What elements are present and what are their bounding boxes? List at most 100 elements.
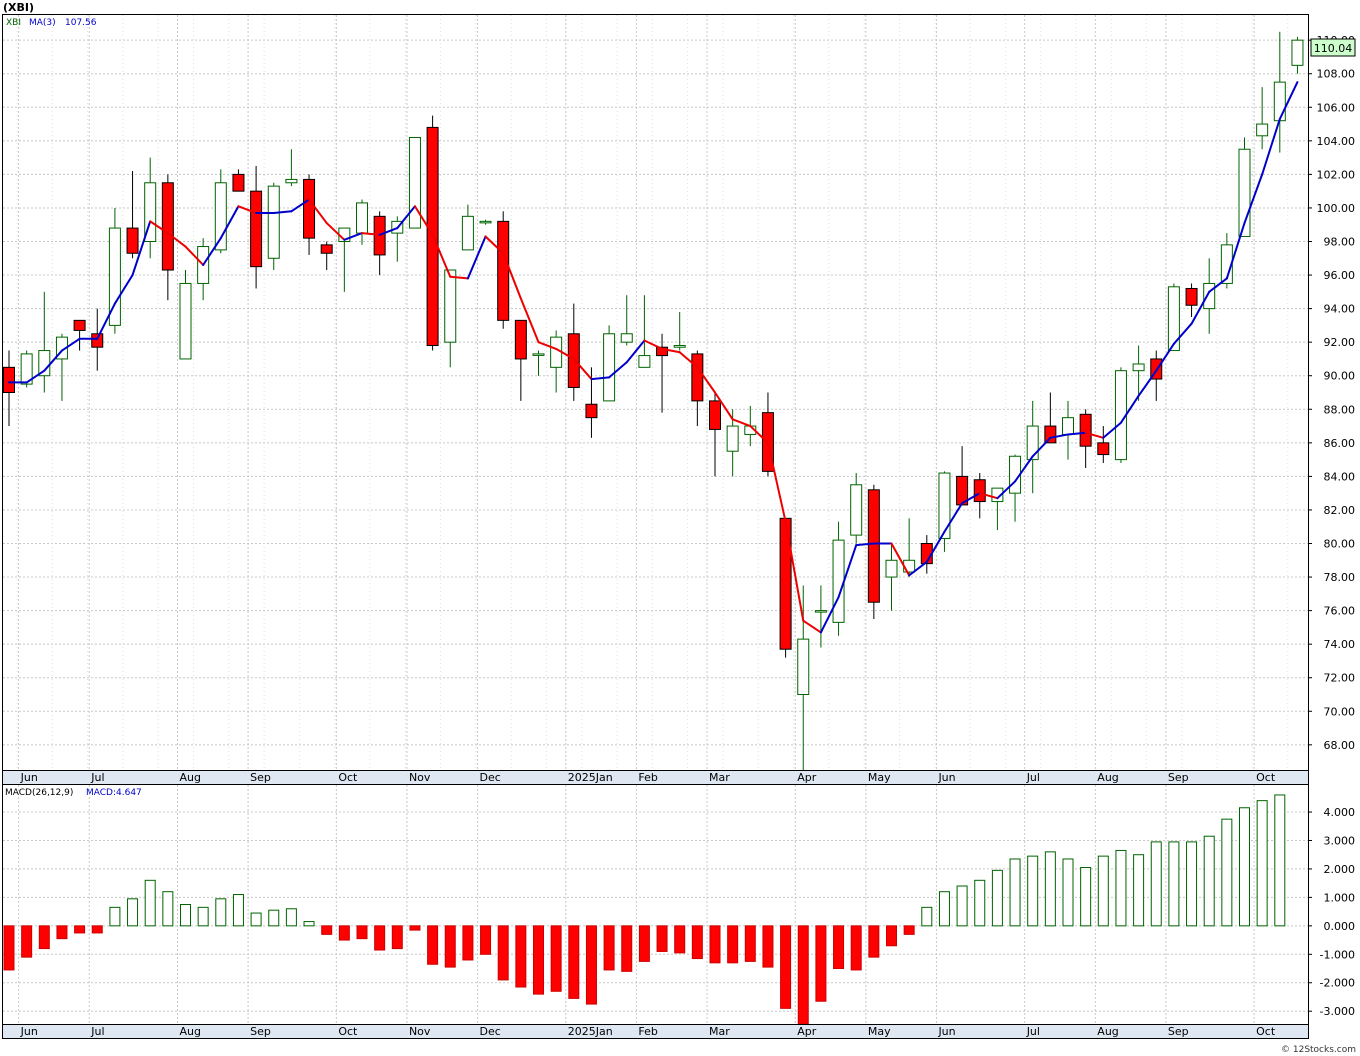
ma-segment [202, 237, 222, 266]
macd-label: MACD(26,12,9) [5, 788, 73, 798]
macd-bar-negative [762, 925, 774, 968]
macd-bar-positive [285, 908, 297, 927]
macd-month-label: May [868, 1025, 891, 1038]
macd-bar-negative [603, 925, 615, 971]
price-y-tick-label: 98.00 [1324, 236, 1356, 249]
candle [126, 171, 139, 259]
symbol-title: (XBI) [3, 1, 34, 14]
price-y-tick-label: 106.00 [1317, 101, 1356, 114]
candle [1132, 345, 1145, 401]
candle-body-down [91, 333, 104, 348]
ma-segment [1155, 342, 1175, 372]
candle [320, 241, 333, 271]
macd-bar-negative [780, 925, 792, 1009]
candle [938, 471, 951, 552]
candle-body-up [1062, 417, 1074, 435]
macd-bar-negative [374, 925, 386, 951]
ma-segment [413, 205, 434, 236]
month-label: Aug [180, 771, 201, 784]
ma-segment [643, 339, 664, 350]
moving-average-line [8, 81, 1299, 634]
macd-bar-positive [1150, 841, 1162, 927]
macd-bar-negative [727, 925, 739, 964]
macd-y-tick-label: -1.000 [1320, 948, 1355, 961]
ma-segment [502, 252, 522, 300]
ma-segment [925, 530, 946, 563]
legend-symbol: XBI [6, 18, 21, 28]
macd-y-tick-label: 0.000 [1324, 920, 1356, 933]
ma-segment [714, 391, 734, 421]
candle [285, 149, 298, 187]
candle-body-down [250, 190, 263, 268]
candle-body-up [1273, 81, 1286, 122]
macd-bar-positive [1097, 855, 1109, 927]
ma-segment [1172, 322, 1193, 345]
candle [250, 166, 263, 289]
price-y-axis: 68.00 70.00 72.00 74.00 76.00 78.00 80.00 82.00… [1308, 34, 1355, 752]
candle-body-up [444, 269, 457, 343]
ma-segment [943, 502, 964, 533]
candle-body-up [832, 539, 845, 623]
candle-body-up [1203, 282, 1216, 310]
candle-body-down [1044, 425, 1057, 444]
candle [179, 270, 192, 360]
ma-segment [272, 210, 293, 214]
candle-body-down [585, 403, 598, 419]
candle [673, 311, 686, 351]
macd-x-axis-strip [2, 1024, 1309, 1039]
macd-month-label: Jun [20, 1025, 38, 1038]
month-label: Apr [797, 771, 817, 784]
candle-body-down [567, 333, 580, 388]
macd-bar-positive [144, 879, 156, 927]
candle-body-up [108, 227, 121, 326]
legend-ma-label: MA(3) [29, 18, 56, 28]
macd-y-tick-label: -2.000 [1320, 977, 1355, 990]
ma-segment [484, 235, 505, 255]
candle [479, 219, 492, 225]
ma-segment [378, 227, 399, 236]
ma-segment [731, 418, 752, 428]
candle [567, 303, 580, 401]
macd-month-label: Sep [250, 1025, 271, 1038]
candle-body-up [1167, 286, 1180, 352]
price-y-tick-label: 86.00 [1324, 437, 1356, 450]
ma-segment [325, 222, 346, 241]
ma-segment [1014, 455, 1034, 483]
macd-bar-negative [850, 925, 862, 971]
ma-segment [361, 232, 381, 236]
price-y-tick-label: 104.00 [1317, 135, 1356, 148]
candle [497, 211, 510, 329]
candle [867, 484, 880, 619]
candle-body-down [867, 489, 880, 603]
macd-bar-positive [991, 869, 1003, 927]
ma-segment [237, 205, 258, 214]
candle-body-down [709, 400, 721, 430]
candle-body-up [797, 638, 810, 696]
ma-segment [819, 596, 840, 634]
candle-body-down [514, 319, 527, 360]
ma-segment [466, 235, 487, 280]
month-label: Dec [480, 771, 501, 784]
candle [532, 350, 545, 376]
candle [161, 174, 174, 301]
macd-month-label: Nov [409, 1025, 431, 1038]
macd-month-label: Mar [709, 1025, 730, 1038]
candle [303, 174, 316, 255]
month-label: Feb [638, 771, 657, 784]
ma-segment [1137, 369, 1158, 397]
candle [726, 409, 739, 477]
price-y-tick-label: 68.00 [1324, 739, 1356, 752]
macd-bar-negative [74, 925, 86, 934]
macd-month-label: Jul [90, 1025, 104, 1038]
macd-bar-negative [21, 925, 33, 958]
ma-segment [908, 560, 928, 577]
macd-bar-negative [515, 925, 527, 988]
macd-y-tick-label: 1.000 [1324, 891, 1356, 904]
price-panel [2, 14, 1309, 771]
candle [885, 543, 898, 611]
candle-body-up [285, 178, 298, 184]
price-y-tick-label: 80.00 [1324, 538, 1356, 551]
macd-bar-negative [497, 925, 509, 981]
